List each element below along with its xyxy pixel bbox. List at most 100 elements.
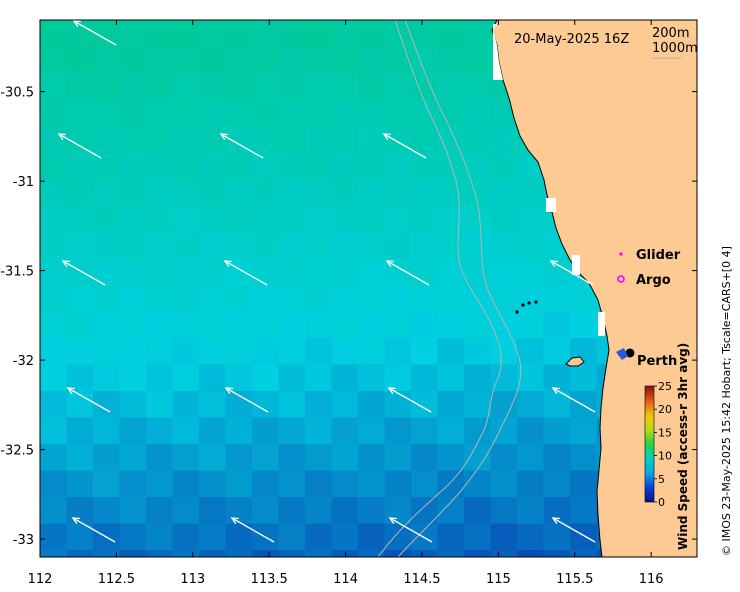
wind-cell [437,497,465,525]
wind-cell [437,285,465,313]
wind-cell [411,205,439,233]
wind-cell [305,417,333,445]
wind-arrow [388,517,433,543]
colorbar-tick-label: 10 [658,450,672,463]
lon-tick-label: 112 [28,572,53,587]
wind-cell [358,152,386,180]
wind-cell [146,20,174,48]
wind-cell [384,205,412,233]
lon-tick-label: 114 [333,572,358,587]
wind-cell [437,20,465,48]
colorbar-tick-label: 0 [658,496,665,509]
wind-cell [305,285,333,313]
wind-cell [411,232,439,260]
wind-arrow [57,133,102,159]
wind-cell [490,470,518,498]
wind-cell [358,364,386,392]
lon-tick-label: 114.5 [403,572,440,587]
wind-cell [305,391,333,419]
wind-cell [119,523,147,551]
colorbar-tick-label: 15 [658,426,672,439]
wind-cell [464,523,492,551]
wind-cell [172,285,200,313]
wind-cell [278,258,306,286]
swan-river [616,348,628,360]
wind-cell [570,364,598,392]
wind-cell [411,364,439,392]
wind-cell [411,444,439,472]
wind-cell [331,338,359,366]
wind-cell [464,550,492,557]
wind-cell [146,470,174,498]
wind-cell [543,311,571,339]
credit-text: © IMOS 23-May-2025 15:42 Hobart; Tscale=… [720,246,733,556]
lon-tick-label: 113.5 [251,572,288,587]
wind-cell [305,152,333,180]
wind-cell [543,550,571,557]
lat-tick-label: -33 [13,533,34,548]
wind-cell [358,391,386,419]
wind-cell [411,126,439,154]
wind-cell [517,497,545,525]
wind-cell [490,258,518,286]
contour-1000m [397,20,522,557]
wind-cell [411,46,439,74]
wind-cell [464,391,492,419]
wind-cell [146,523,174,551]
wind-cell [437,364,465,392]
wind-cell [66,364,94,392]
wind-cell [543,417,571,445]
wind-cell [570,444,598,472]
wind-cell [225,99,253,127]
wind-cell [119,497,147,525]
wind-cell [199,550,227,557]
wind-cell [119,285,147,313]
wind-cell [278,20,306,48]
wind-cell [66,470,94,498]
glider-symbol [619,252,623,256]
wind-cell [66,550,94,557]
plot-frame [39,19,698,558]
wind-cell [331,470,359,498]
wind-cell [331,364,359,392]
wind-cell [490,285,518,313]
wind-cell [199,205,227,233]
wind-cell [384,311,412,339]
wind-cell [40,20,68,48]
wind-cell [66,232,94,260]
wind-cell [411,391,439,419]
wind-cell [119,470,147,498]
wind-cell [278,232,306,260]
wind-cell [464,126,492,154]
wind-cell [40,550,68,557]
wind-cell [199,470,227,498]
wind-cell [199,444,227,472]
wind-cell [278,444,306,472]
wind-cell [331,205,359,233]
wind-cell [93,444,121,472]
wind-cell [225,46,253,74]
wind-cell [225,205,253,233]
wind-cell [437,258,465,286]
wind-cell [384,550,412,557]
wind-cell [358,99,386,127]
wind-cell [278,364,306,392]
wind-cell [384,364,412,392]
wind-cell [93,338,121,366]
wind-cell [252,126,280,154]
wind-cell [411,285,439,313]
wind-cell [384,497,412,525]
wind-cell [358,338,386,366]
wind-cell [517,258,545,286]
colorbar-title: Wind Speed (access-r 3hr avg) [676,343,690,550]
wind-cell [199,497,227,525]
wind-cell [199,391,227,419]
wind-cell [199,258,227,286]
wind-cell [93,470,121,498]
wind-cell [225,523,253,551]
wind-cell [358,258,386,286]
wind-cell [172,20,200,48]
wind-cell [490,523,518,551]
wind-cell [543,523,571,551]
wind-cell [543,444,571,472]
